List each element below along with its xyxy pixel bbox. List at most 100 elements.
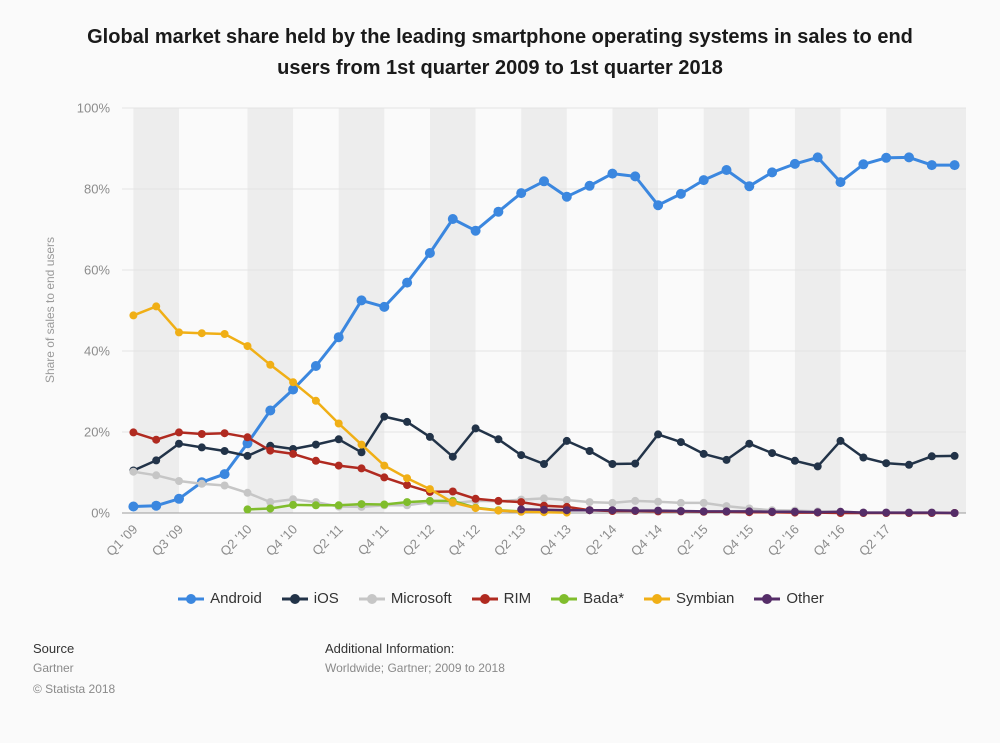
source-label: Source	[33, 641, 75, 656]
data-point	[448, 487, 457, 496]
data-point	[129, 311, 138, 320]
x-tick-label: Q2 '10	[217, 522, 254, 559]
data-point	[425, 485, 434, 494]
data-point	[152, 456, 161, 465]
data-point	[380, 461, 389, 470]
data-point	[561, 191, 572, 202]
data-point	[745, 507, 754, 516]
data-point	[608, 460, 617, 468]
legend-label-symbian: Symbian	[676, 590, 735, 607]
data-point	[654, 497, 663, 506]
data-point	[699, 507, 708, 516]
data-point	[289, 449, 298, 458]
data-point	[584, 180, 595, 191]
legend-item-microsoft[interactable]: Microsoft	[357, 590, 452, 607]
data-point	[243, 505, 252, 514]
data-point	[219, 469, 230, 480]
rim-legend-marker-icon	[470, 592, 500, 606]
data-point	[698, 175, 709, 186]
data-point	[585, 506, 594, 515]
x-tick-label: Q4 '13	[537, 522, 574, 559]
legend-item-android[interactable]: Android	[176, 590, 262, 607]
legend-item-bada[interactable]: Bada*	[549, 590, 624, 607]
legend-item-symbian[interactable]: Symbian	[642, 590, 734, 607]
data-point	[220, 330, 229, 338]
data-point	[311, 456, 320, 465]
data-point	[859, 508, 868, 517]
legend-item-rim[interactable]: RIM	[470, 590, 532, 607]
data-point	[881, 152, 892, 163]
data-point	[858, 159, 869, 170]
y-tick-label: 60%	[84, 263, 110, 278]
data-point	[403, 481, 412, 490]
y-tick-label: 100%	[77, 101, 111, 116]
data-point	[516, 188, 527, 199]
data-point	[493, 206, 504, 217]
data-point	[311, 396, 320, 405]
data-point	[768, 449, 777, 458]
data-point	[812, 152, 823, 163]
x-tick-label: Q4 '10	[263, 522, 300, 559]
bada-legend-marker-icon	[549, 592, 579, 606]
data-point	[654, 430, 663, 439]
data-point	[767, 167, 778, 178]
copyright: © Statista 2018	[33, 682, 116, 696]
data-point	[517, 451, 526, 460]
data-point	[424, 248, 435, 258]
data-point	[403, 474, 412, 483]
data-point	[608, 498, 617, 507]
x-tick-label: Q4 '11	[355, 522, 392, 559]
data-point	[334, 501, 343, 510]
data-point	[380, 473, 389, 482]
plot-band	[133, 108, 180, 513]
data-point	[220, 447, 229, 455]
data-point	[517, 505, 526, 514]
x-tick-label: Q1 '09	[103, 522, 140, 559]
data-point	[448, 452, 457, 461]
data-point	[562, 436, 571, 445]
plot-band	[521, 108, 567, 513]
x-tick-label: Q2 '15	[673, 522, 710, 559]
data-point	[721, 165, 732, 175]
data-point	[197, 479, 206, 488]
y-tick-label: 40%	[84, 344, 110, 359]
line-chart: 0%20%40%60%80%100%Q1 '09 Q3 '09 Q2 '10 Q4 '…	[77, 101, 966, 559]
x-tick-label: Q2 '12	[400, 522, 437, 559]
data-point	[540, 494, 548, 503]
data-point	[402, 277, 413, 288]
data-point	[882, 459, 891, 468]
data-point	[927, 452, 936, 461]
data-point	[631, 459, 640, 468]
legend-label-bada: Bada*	[583, 590, 625, 607]
plot-band	[429, 108, 476, 513]
y-axis-title: Share of sales to end users	[43, 236, 57, 384]
data-point	[357, 464, 366, 473]
legend-item-other[interactable]: Other	[752, 590, 824, 607]
data-point	[835, 177, 846, 188]
data-point	[289, 378, 298, 387]
data-point	[174, 493, 184, 504]
legend-label-rim: RIM	[503, 590, 532, 607]
data-point	[926, 160, 937, 171]
data-point	[653, 200, 664, 211]
data-point	[789, 158, 800, 169]
legend-item-ios[interactable]: iOS	[280, 590, 339, 607]
data-point	[425, 496, 434, 505]
data-point	[334, 435, 343, 444]
data-point	[585, 498, 594, 507]
data-point	[243, 451, 252, 460]
data-point	[676, 438, 685, 447]
data-point	[949, 160, 960, 171]
data-point	[744, 181, 755, 192]
legend-label-android: Android	[210, 590, 262, 607]
data-point	[243, 342, 252, 351]
data-point	[927, 508, 936, 517]
data-point	[813, 508, 822, 517]
data-point	[243, 433, 252, 442]
x-tick-label: Q4 '14	[628, 522, 665, 559]
data-point	[768, 507, 777, 516]
data-point	[675, 188, 686, 199]
data-point	[905, 460, 913, 469]
data-point	[494, 496, 503, 505]
ios-legend-marker-icon	[280, 592, 310, 606]
